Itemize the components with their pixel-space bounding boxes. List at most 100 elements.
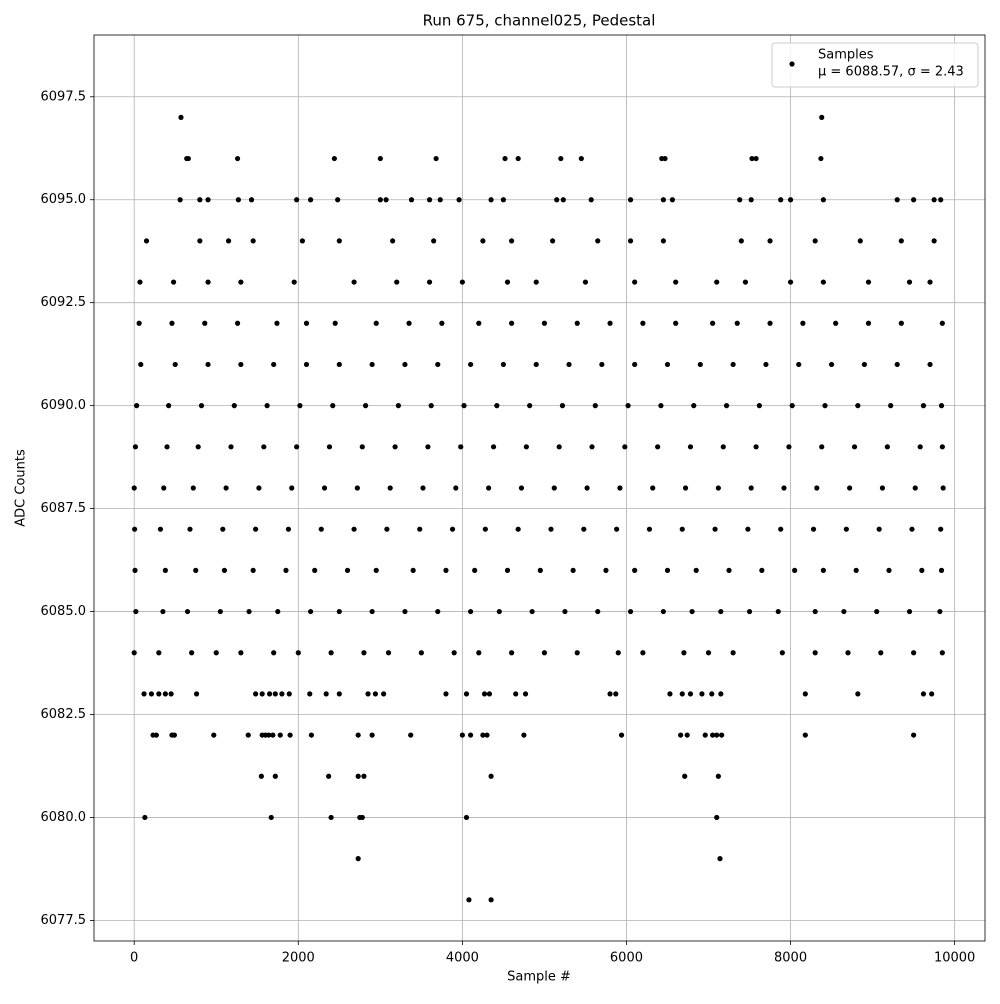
point <box>355 773 361 779</box>
point <box>939 444 945 450</box>
point <box>467 732 474 738</box>
point <box>719 732 725 738</box>
point <box>938 526 944 532</box>
point <box>581 526 587 532</box>
point <box>402 361 408 368</box>
point <box>420 485 426 491</box>
x-axis-label: Sample # <box>507 970 571 985</box>
point <box>857 238 863 244</box>
point <box>673 279 679 285</box>
point <box>894 197 900 203</box>
series <box>131 114 946 903</box>
point <box>679 691 685 697</box>
point <box>939 320 945 326</box>
point <box>361 773 367 779</box>
point <box>855 403 861 409</box>
point <box>385 650 392 656</box>
point <box>266 732 272 738</box>
point <box>574 320 580 326</box>
point <box>189 650 195 656</box>
point <box>132 567 138 573</box>
point <box>745 526 751 532</box>
point <box>490 444 497 450</box>
point <box>529 608 535 615</box>
point <box>894 361 900 368</box>
point <box>153 732 159 738</box>
point <box>812 238 818 244</box>
point <box>697 361 703 368</box>
point <box>488 197 494 203</box>
point <box>486 691 493 697</box>
chart-title: Run 675, channel025, Pedestal <box>423 12 656 30</box>
point <box>679 526 685 532</box>
point <box>484 732 490 738</box>
point <box>271 361 277 368</box>
point <box>746 608 753 615</box>
point <box>527 403 533 409</box>
point <box>939 650 945 656</box>
point <box>931 197 937 203</box>
point <box>131 650 137 656</box>
point <box>275 608 281 615</box>
point <box>488 897 494 903</box>
point <box>712 526 718 532</box>
point <box>156 691 162 697</box>
point <box>234 155 241 162</box>
point <box>134 403 140 409</box>
point <box>425 444 431 450</box>
point <box>213 650 219 656</box>
point <box>878 650 884 656</box>
point <box>912 485 918 491</box>
point <box>778 526 784 532</box>
point <box>354 485 360 491</box>
point <box>796 361 802 368</box>
point <box>702 732 708 738</box>
point <box>802 732 808 738</box>
point <box>664 567 671 573</box>
point <box>162 691 168 697</box>
point <box>622 444 628 450</box>
point <box>906 279 913 285</box>
point <box>861 361 867 368</box>
point <box>509 238 515 244</box>
point <box>355 732 361 738</box>
point <box>595 608 601 615</box>
point <box>625 403 631 409</box>
point <box>673 320 679 326</box>
point <box>326 444 333 450</box>
point <box>394 279 400 285</box>
point <box>131 485 137 491</box>
point <box>678 732 684 738</box>
point <box>331 155 337 162</box>
x-tick-label: 0 <box>130 951 138 966</box>
point <box>418 650 424 656</box>
point <box>792 567 798 573</box>
point <box>521 732 527 738</box>
point <box>178 114 184 120</box>
point <box>264 403 270 409</box>
point <box>917 444 923 450</box>
point <box>141 691 147 697</box>
point <box>781 485 787 491</box>
point <box>328 650 334 656</box>
point <box>387 485 393 491</box>
point <box>272 773 278 779</box>
point <box>291 279 297 285</box>
point <box>778 197 784 203</box>
point <box>550 238 556 244</box>
point <box>170 279 177 285</box>
point <box>500 197 507 203</box>
point <box>456 197 462 203</box>
point <box>177 197 183 203</box>
point <box>756 403 762 409</box>
point <box>574 650 580 656</box>
point <box>818 155 824 162</box>
point <box>800 320 806 326</box>
point <box>377 197 383 203</box>
point <box>851 444 858 450</box>
point <box>205 197 211 203</box>
y-tick-label: 6080.0 <box>41 810 87 825</box>
point <box>502 155 508 162</box>
point <box>763 361 769 368</box>
point <box>443 691 449 697</box>
